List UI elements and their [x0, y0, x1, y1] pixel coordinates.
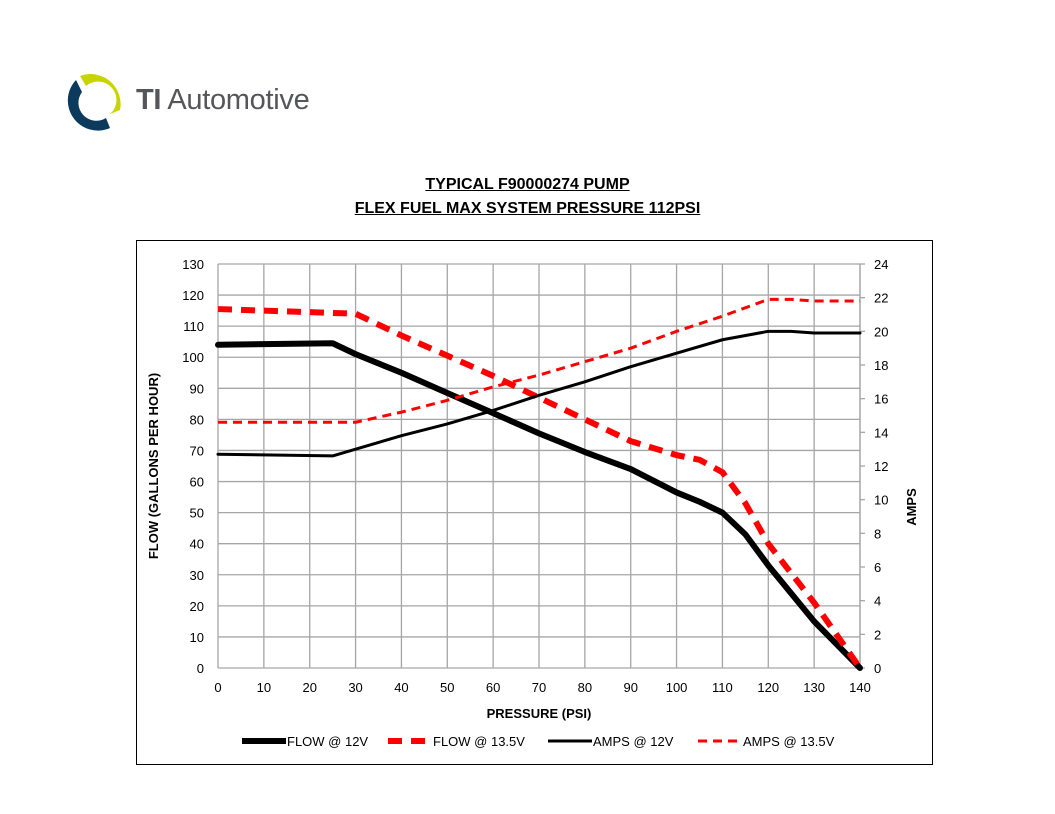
- x-tick-label: 100: [666, 680, 688, 695]
- x-tick-label: 10: [257, 680, 271, 695]
- logo-text: TI Automotive: [136, 84, 310, 117]
- x-tick-label: 40: [394, 680, 408, 695]
- legend-label: FLOW @ 12V: [287, 734, 368, 749]
- y2-tick-label: 12: [874, 459, 888, 474]
- y-tick-label: 100: [182, 350, 204, 365]
- y2-tick-label: 6: [874, 560, 881, 575]
- y2-tick-label: 14: [874, 425, 888, 440]
- y2-tick-label: 18: [874, 358, 888, 373]
- x-tick-label: 70: [532, 680, 546, 695]
- x-tick-label: 50: [440, 680, 454, 695]
- y-tick-label: 20: [190, 599, 204, 614]
- y-tick-label: 30: [190, 568, 204, 583]
- chart-subtitle: FLEX FUEL MAX SYSTEM PRESSURE 112PSI: [354, 200, 701, 217]
- legend-label: FLOW @ 13.5V: [433, 734, 525, 749]
- x-tick-label: 80: [578, 680, 592, 695]
- y-tick-label: 80: [190, 412, 204, 427]
- x-tick-label: 0: [214, 680, 221, 695]
- y-tick-label: 70: [190, 443, 204, 458]
- logo-navy-arc: [67, 80, 110, 131]
- y-tick-label: 130: [182, 257, 204, 272]
- y-axis-label: FLOW (GALLONS PER HOUR): [146, 373, 161, 559]
- series-line-2: [216, 329, 862, 458]
- y2-tick-label: 2: [874, 627, 881, 642]
- legend-label: AMPS @ 13.5V: [743, 734, 835, 749]
- y2-tick-label: 0: [874, 661, 881, 676]
- y-tick-label: 120: [182, 288, 204, 303]
- series-line-0: [215, 340, 863, 671]
- x-tick-label: 130: [803, 680, 825, 695]
- x-axis-label: PRESSURE (PSI): [487, 706, 592, 721]
- logo-brand-rest: Automotive: [167, 84, 310, 116]
- y-tick-label: 110: [183, 319, 204, 334]
- y-tick-label: 10: [190, 630, 204, 645]
- y-tick-label: 0: [197, 661, 204, 676]
- x-tick-label: 30: [348, 680, 362, 695]
- logo-brand-bold: TI: [136, 84, 162, 116]
- y2-tick-label: 4: [874, 594, 881, 609]
- y-tick-label: 50: [190, 506, 204, 521]
- ti-automotive-logo: [67, 74, 121, 131]
- y2-tick-label: 10: [874, 493, 888, 508]
- y2-tick-label: 16: [874, 392, 888, 407]
- y-tick-label: 40: [190, 537, 204, 552]
- x-tick-label: 60: [486, 680, 500, 695]
- series-line-3: [218, 297, 860, 424]
- y2-tick-label: 8: [874, 526, 881, 541]
- y2-axis-label: AMPS: [904, 488, 919, 526]
- logo-lime-arc: [80, 74, 121, 114]
- y-tick-label: 60: [190, 475, 204, 490]
- chart-border: [136, 240, 933, 765]
- chart-title: TYPICAL F90000274 PUMP: [425, 176, 630, 193]
- x-tick-label: 20: [302, 680, 316, 695]
- legend-label: AMPS @ 12V: [593, 734, 674, 749]
- y-tick-label: 90: [190, 381, 204, 396]
- x-tick-label: 120: [757, 680, 779, 695]
- x-tick-label: 140: [849, 680, 871, 695]
- series-line-1: [217, 306, 863, 670]
- x-tick-label: 90: [623, 680, 637, 695]
- x-tick-label: 110: [712, 680, 733, 695]
- y2-tick-label: 20: [874, 324, 888, 339]
- y2-tick-label: 22: [874, 291, 888, 306]
- y2-tick-label: 24: [874, 257, 888, 272]
